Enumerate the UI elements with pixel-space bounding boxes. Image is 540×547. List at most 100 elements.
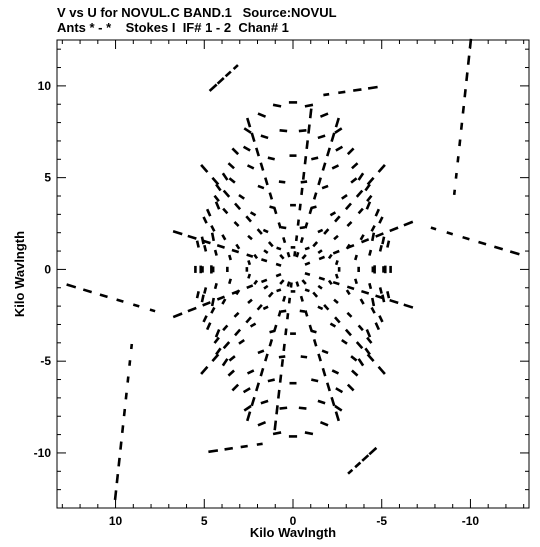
uv-point — [216, 244, 225, 249]
uv-point — [321, 184, 329, 190]
uv-point — [335, 387, 344, 394]
uv-point — [256, 303, 263, 311]
uv-point — [319, 420, 329, 427]
uv-point — [228, 278, 232, 285]
uv-point — [333, 234, 339, 241]
uv-point — [253, 279, 259, 285]
uv-point — [240, 444, 248, 449]
uv-point — [211, 176, 220, 186]
uv-point — [268, 339, 274, 347]
uv-point — [253, 253, 259, 260]
uv-point — [275, 272, 282, 278]
uv-point — [304, 246, 310, 251]
uv-point — [341, 339, 348, 345]
uv-point — [295, 251, 300, 258]
uv-point — [403, 303, 414, 309]
uv-point — [213, 194, 220, 203]
uv-point — [224, 446, 233, 451]
uv-point — [304, 310, 309, 317]
uv-point — [346, 221, 353, 227]
uv-point — [210, 232, 216, 242]
uv-point — [354, 461, 362, 469]
uv-point — [231, 147, 240, 156]
uv-point — [205, 322, 212, 331]
uv-point — [299, 236, 304, 244]
uv-point — [381, 236, 386, 245]
uv-point — [228, 177, 236, 184]
uv-point — [462, 235, 470, 241]
uv-point — [119, 441, 123, 450]
uv-point — [202, 239, 211, 245]
uv-point — [365, 201, 372, 210]
uv-point — [321, 162, 327, 171]
uv-point — [278, 374, 283, 383]
uv-point — [346, 285, 355, 291]
uv-point — [273, 207, 278, 215]
uv-point — [211, 353, 220, 362]
uv-point — [301, 171, 306, 180]
uv-point — [308, 108, 313, 119]
uv-point — [267, 241, 274, 248]
uv-point — [317, 249, 323, 254]
uv-point — [350, 177, 358, 184]
uv-point — [333, 298, 339, 304]
uv-point — [357, 207, 364, 215]
uv-point — [389, 298, 399, 305]
uv-point — [310, 329, 317, 334]
uv-point — [317, 134, 326, 140]
uv-point — [200, 164, 209, 173]
x-tick-label: 10 — [109, 514, 123, 528]
uv-point — [331, 164, 340, 170]
uv-point — [317, 399, 326, 405]
uv-point — [264, 177, 269, 186]
uv-point — [461, 105, 466, 114]
uv-point — [149, 308, 156, 313]
uv-point — [282, 295, 287, 302]
uv-point — [255, 382, 260, 392]
x-tick-label: -5 — [376, 514, 387, 528]
uv-point — [246, 369, 255, 375]
uv-point — [250, 132, 256, 143]
uv-point — [210, 306, 216, 314]
uv-point — [357, 172, 365, 181]
uv-point — [359, 234, 365, 241]
uv-point — [329, 322, 337, 328]
uv-point — [346, 311, 353, 318]
uv-point — [366, 336, 373, 344]
uv-point — [368, 446, 378, 456]
uv-point — [317, 284, 323, 290]
uv-point — [213, 336, 220, 344]
uv-point — [332, 280, 340, 286]
uv-point — [113, 490, 118, 501]
uv-point — [368, 282, 373, 290]
uv-point — [210, 225, 216, 232]
uv-point — [286, 251, 291, 258]
uv-point — [117, 457, 121, 467]
y-tick-label: -10 — [34, 446, 52, 460]
x-axis-label: Kilo Wavlngth — [250, 525, 336, 540]
uv-point — [262, 305, 269, 311]
uv-point — [202, 216, 208, 224]
uv-point — [279, 253, 285, 260]
uv-point — [234, 328, 242, 337]
uv-point — [361, 238, 370, 244]
uv-point — [295, 281, 300, 287]
uv-point — [370, 297, 376, 307]
uv-point — [304, 271, 311, 277]
y-axis-label: Kilo Wavlngth — [12, 231, 27, 317]
uv-point — [304, 261, 311, 266]
uv-point — [235, 289, 241, 296]
uv-point — [334, 117, 340, 128]
uv-point — [257, 349, 265, 355]
uv-point — [232, 64, 239, 71]
uv-point — [355, 341, 364, 350]
uv-point — [317, 305, 324, 311]
uv-point — [187, 306, 197, 313]
uv-point — [269, 329, 276, 334]
uv-point — [187, 234, 197, 240]
uv-point — [282, 236, 287, 244]
uv-point — [222, 207, 229, 215]
uv-point — [132, 303, 140, 308]
uv-point — [246, 253, 254, 258]
uv-point — [378, 315, 384, 323]
